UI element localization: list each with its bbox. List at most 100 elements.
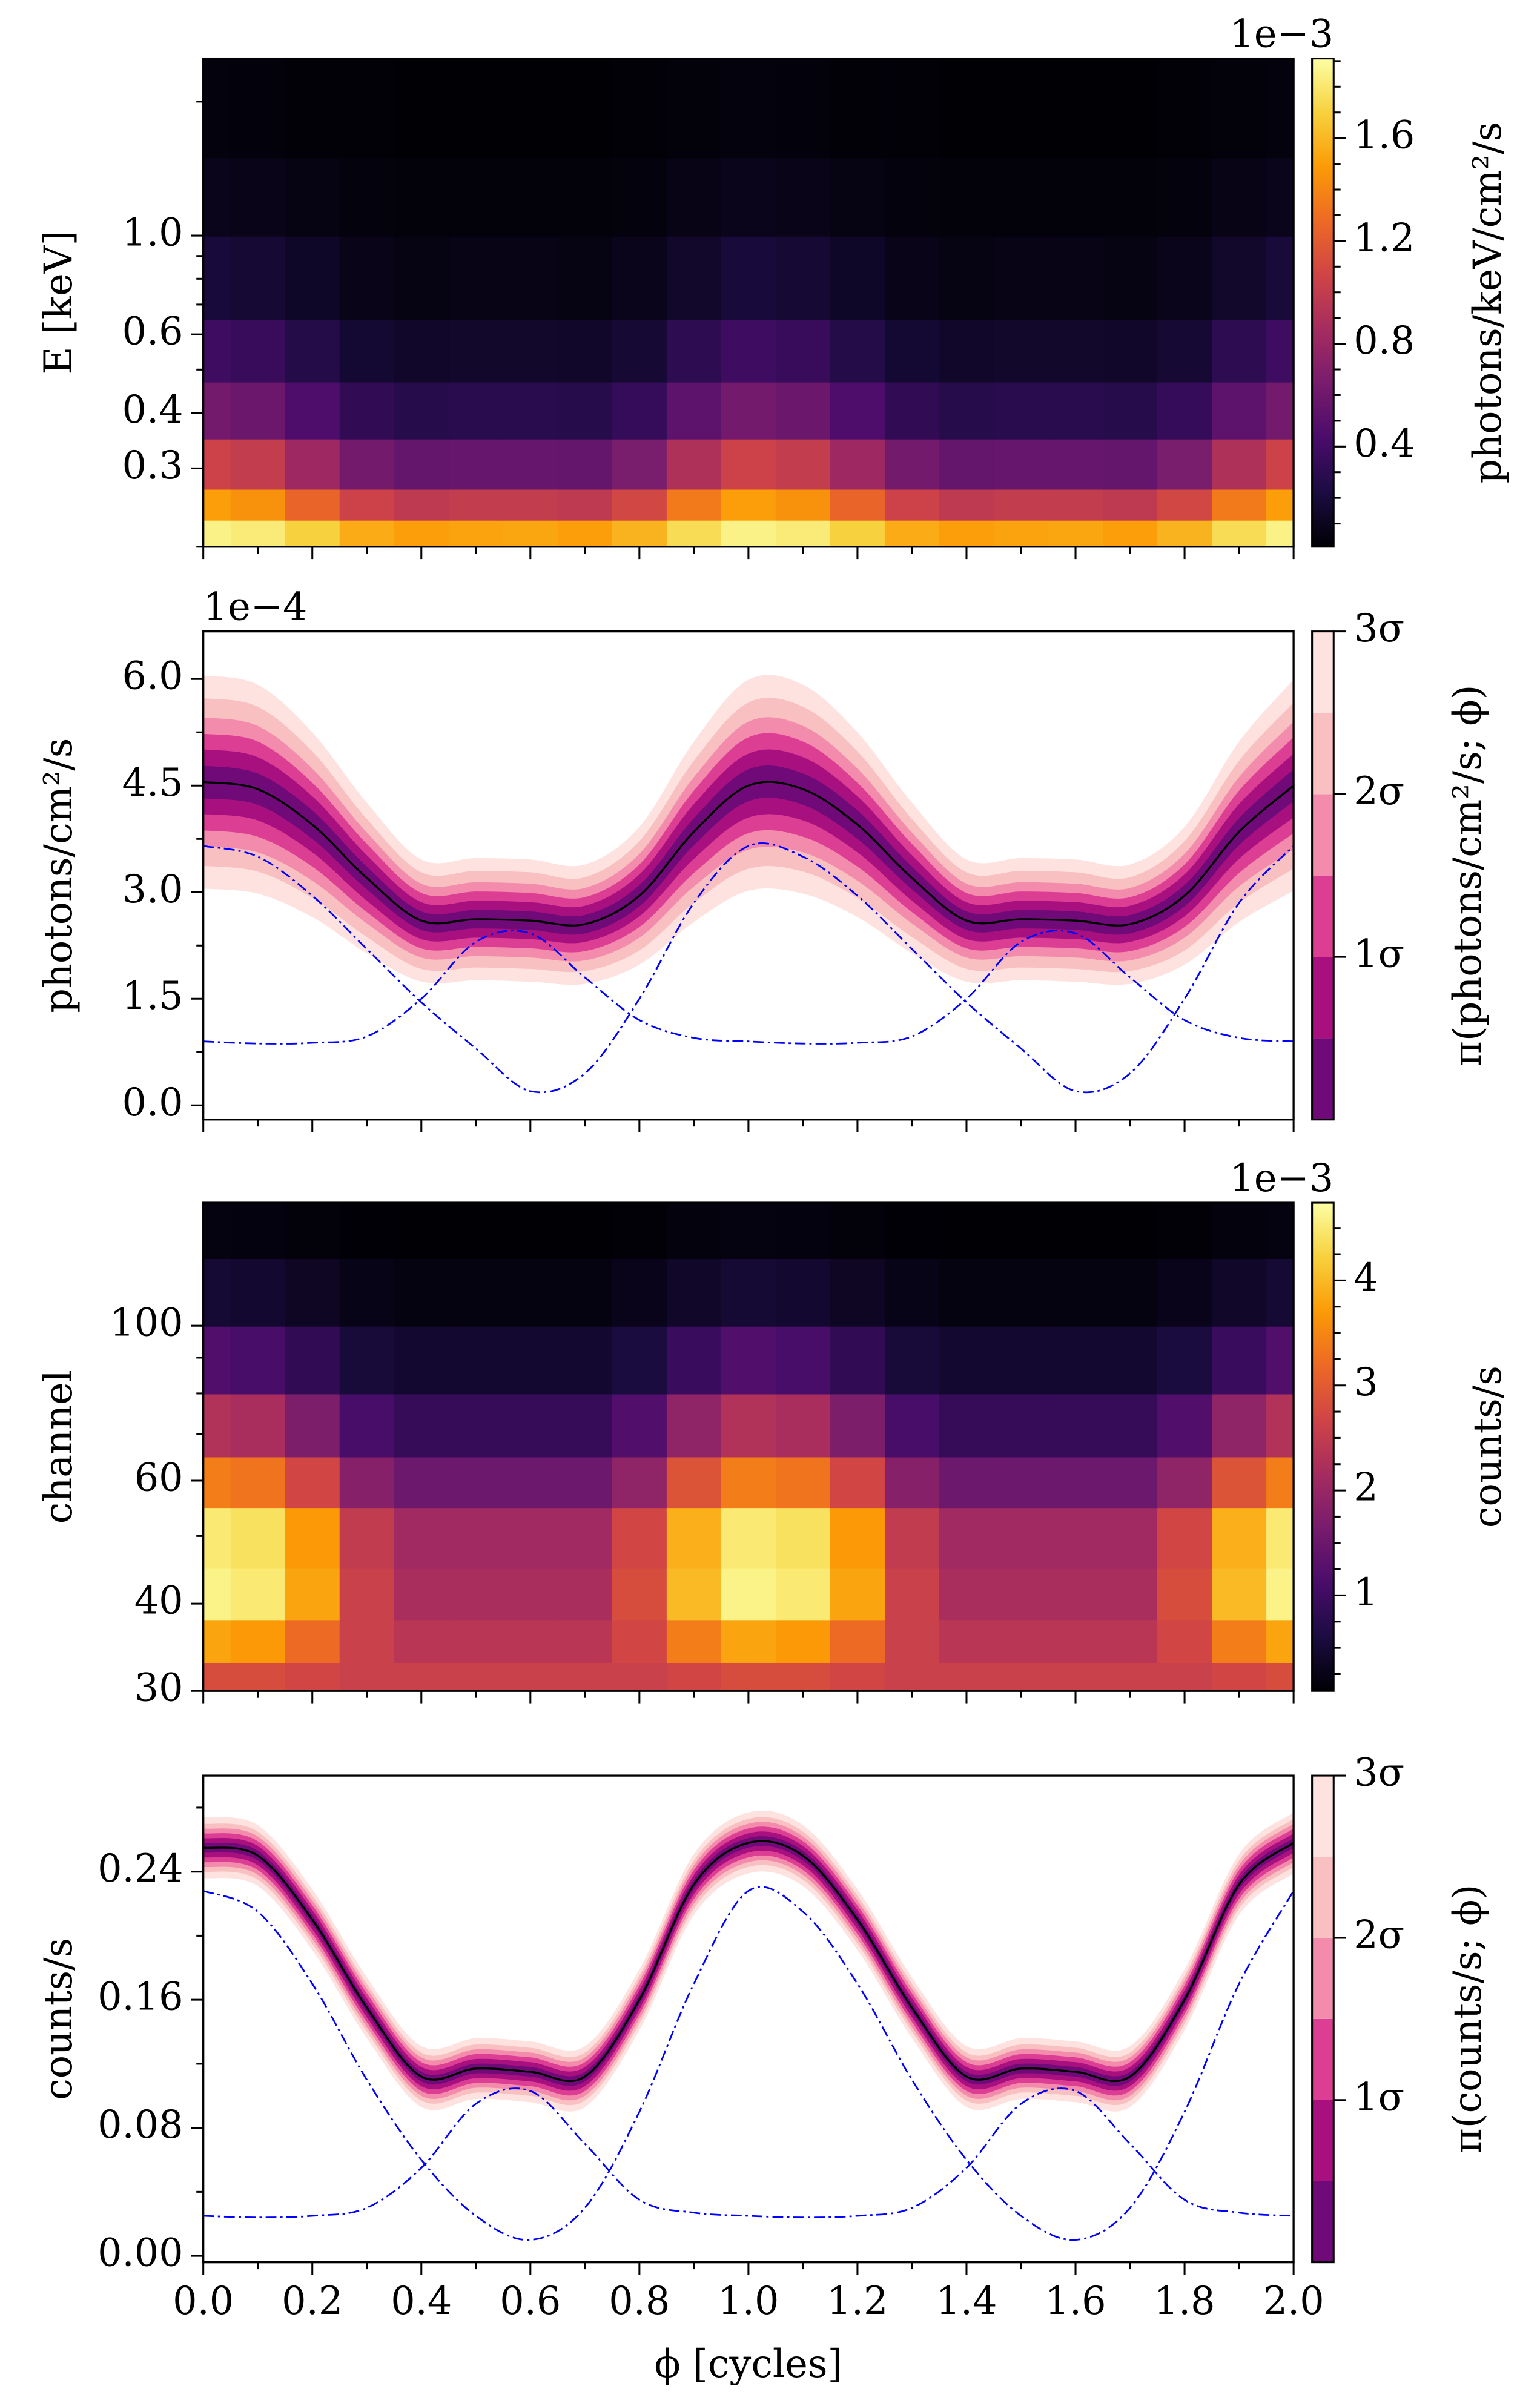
heat-cell — [1048, 157, 1104, 237]
heat-cell — [993, 157, 1049, 237]
heat-cell — [203, 1326, 232, 1395]
heat-cell — [612, 236, 668, 320]
y-tick-label: 30 — [134, 1665, 183, 1710]
heat-cell — [830, 319, 886, 383]
component-line — [203, 1886, 1294, 2241]
heat-cell — [1157, 1393, 1213, 1458]
heat-cell — [339, 1258, 395, 1327]
heat-cell — [339, 1203, 395, 1259]
heat-cell — [612, 1662, 668, 1691]
colorbar-tick-label: 1.6 — [1353, 113, 1415, 157]
colorbar — [1312, 58, 1334, 547]
heat-cell — [721, 1568, 777, 1621]
heat-cell — [993, 236, 1049, 320]
heat-cell — [775, 488, 831, 521]
heat-cell — [503, 319, 559, 383]
heat-cell — [1048, 1258, 1104, 1327]
heat-cell — [1103, 319, 1158, 383]
heat-cell — [612, 1619, 668, 1663]
heat-cell — [557, 520, 613, 547]
heat-cell — [993, 319, 1049, 383]
heat-cell — [203, 382, 232, 440]
heat-cell — [612, 520, 668, 547]
heat-cell — [939, 520, 995, 547]
heat-cell — [503, 382, 559, 440]
heat-cell — [993, 1507, 1049, 1569]
heat-cell — [775, 520, 831, 547]
offset-text: 1e−3 — [1229, 12, 1333, 56]
colorbar-tick-label: 2σ — [1353, 1912, 1404, 1957]
heat-cell — [448, 1662, 504, 1691]
heat-cell — [448, 520, 504, 547]
heat-cell — [203, 1393, 232, 1458]
heat-cell — [1212, 157, 1267, 237]
heat-cell — [666, 319, 722, 383]
heat-cell — [1103, 1507, 1158, 1569]
heat-cell — [394, 438, 450, 490]
heat-cell — [203, 520, 232, 547]
heat-cell — [285, 1393, 341, 1458]
x-tick-label: 1.6 — [1045, 2278, 1106, 2323]
heat-cell — [775, 1393, 831, 1458]
heat-cell — [339, 157, 395, 237]
heat-cell — [939, 236, 995, 320]
x-tick-label: 1.8 — [1154, 2278, 1215, 2323]
heat-cell — [721, 488, 777, 521]
heat-cell — [1266, 157, 1294, 237]
heat-cell — [1157, 319, 1213, 383]
heat-cell — [203, 1662, 232, 1691]
heat-cell — [557, 1258, 613, 1327]
heat-cell — [203, 1619, 232, 1663]
heat-cell — [285, 1662, 341, 1691]
heat-cell — [1048, 1662, 1104, 1691]
heat-cell — [1157, 1568, 1213, 1621]
heat-cell — [830, 1203, 886, 1259]
y-tick-label: 1.0 — [122, 210, 183, 255]
offset-text: 1e−4 — [203, 584, 308, 629]
heat-cell — [721, 157, 777, 237]
heat-cell — [1157, 1662, 1213, 1691]
heat-cell — [1048, 1326, 1104, 1395]
heat-cell — [285, 1258, 341, 1327]
colorbar-cell — [1312, 2018, 1334, 2100]
component-line — [203, 842, 1294, 1094]
plot-area — [203, 1810, 1294, 2241]
heat-cell — [939, 157, 995, 237]
heat-cell — [1266, 1568, 1294, 1621]
heat-cell — [939, 1507, 995, 1569]
heat-cell — [830, 236, 886, 320]
heat-cell — [884, 1203, 940, 1259]
heat-cell — [1266, 58, 1294, 159]
heat-cell — [503, 1393, 559, 1458]
heat-cell — [666, 1326, 722, 1395]
heat-cell — [884, 1619, 940, 1663]
heat-cell — [721, 1393, 777, 1458]
colorbar-label: photons/keV/cm²/s — [1465, 122, 1510, 484]
heat-cell — [230, 520, 286, 547]
heat-cell — [884, 1258, 940, 1327]
heat-cell — [1212, 1662, 1267, 1691]
heat-cell — [285, 1456, 341, 1509]
heat-cell — [230, 1662, 286, 1691]
heat-cell — [1103, 1662, 1158, 1691]
heat-cell — [230, 1326, 286, 1395]
colorbar-tick-label: 0.4 — [1353, 421, 1415, 466]
heat-cell — [1266, 382, 1294, 440]
heat-cell — [1103, 1568, 1158, 1621]
heat-cell — [612, 1568, 668, 1621]
heat-cell — [394, 1456, 450, 1509]
heat-cell — [557, 1619, 613, 1663]
heat-cell — [557, 1393, 613, 1458]
heat-cell — [1103, 1203, 1158, 1259]
heat-cell — [1212, 1326, 1267, 1395]
heat-cell — [339, 438, 395, 490]
heat-cell — [285, 157, 341, 237]
heat-cell — [1212, 319, 1267, 383]
heat-cell — [503, 520, 559, 547]
heat-cell — [448, 58, 504, 159]
heat-cell — [884, 382, 940, 440]
x-tick-label: 0.2 — [282, 2278, 343, 2323]
heat-cell — [993, 382, 1049, 440]
heat-cell — [394, 1326, 450, 1395]
